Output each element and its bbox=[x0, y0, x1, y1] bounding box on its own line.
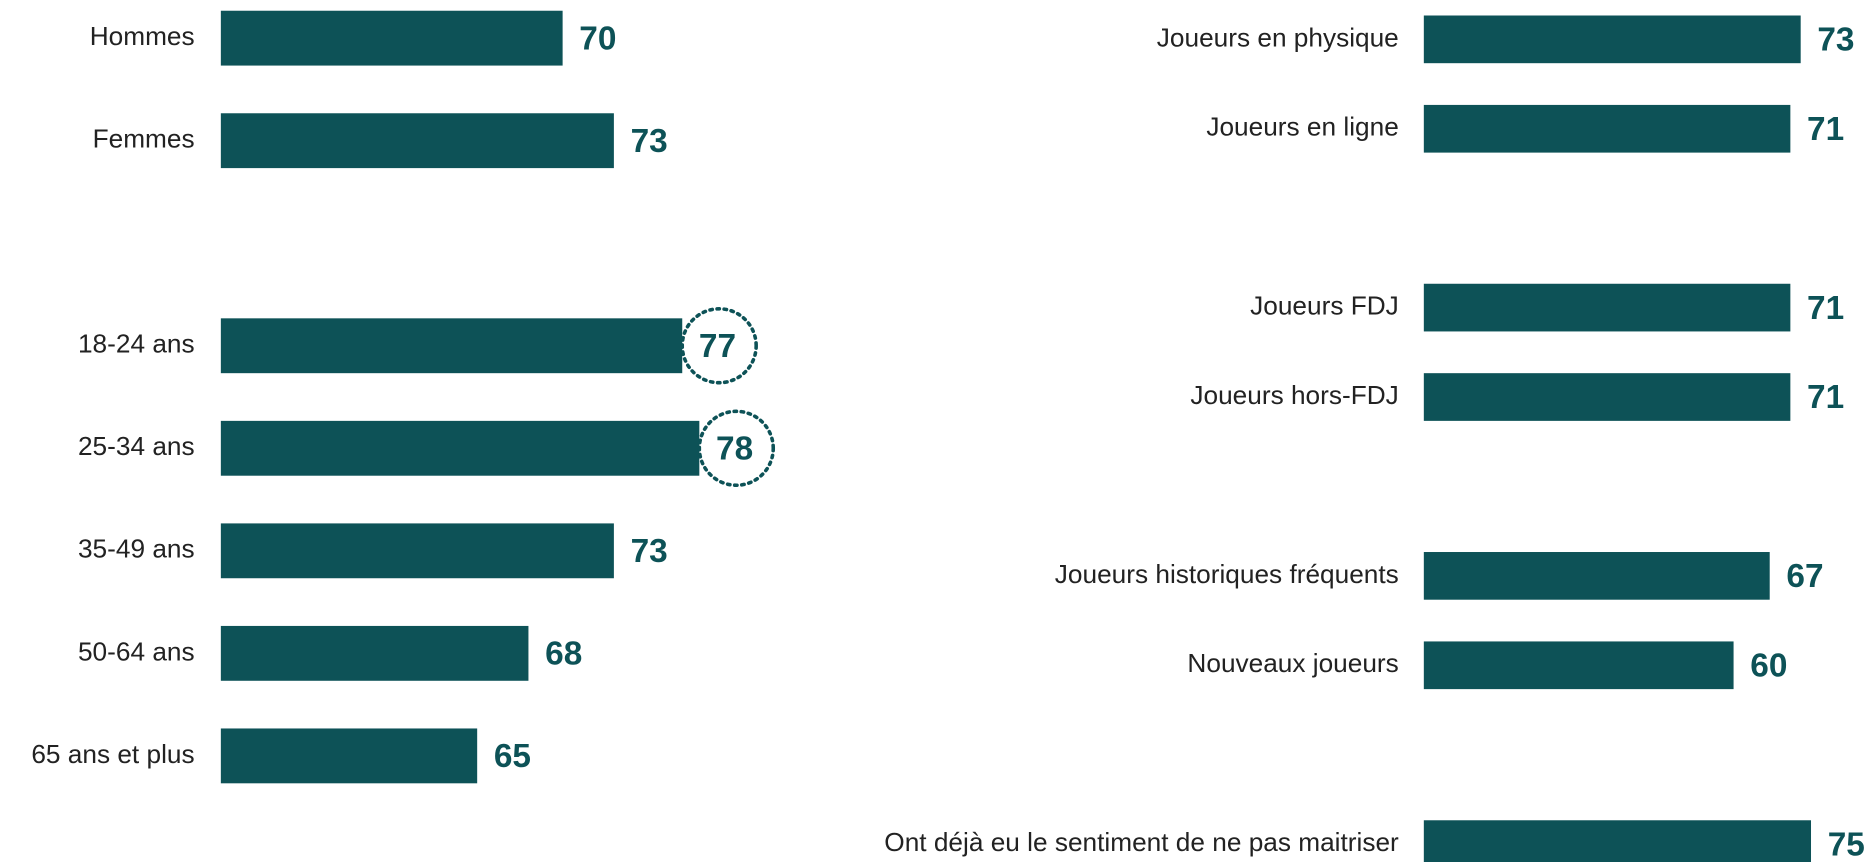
bar bbox=[1423, 283, 1791, 332]
category-label: Nouveaux joueurs bbox=[1187, 648, 1398, 678]
category-label: 18-24 ans bbox=[78, 329, 195, 359]
bar bbox=[220, 728, 478, 784]
bar bbox=[220, 10, 563, 66]
bar bbox=[1423, 15, 1801, 64]
category-label: 35-49 ans bbox=[78, 534, 195, 564]
category-label: 65 ans et plus bbox=[31, 739, 194, 769]
highlight-circle bbox=[680, 307, 758, 385]
category-label: Ont déjà eu le sentiment de ne pas maitr… bbox=[884, 827, 1399, 857]
bar bbox=[1423, 641, 1734, 690]
category-label: Joueurs hors-FDJ bbox=[1190, 380, 1398, 410]
bar bbox=[1423, 373, 1791, 421]
highlight-circle bbox=[697, 409, 776, 488]
value-label: 70 bbox=[579, 20, 616, 57]
value-label: 73 bbox=[631, 123, 668, 160]
bar bbox=[220, 318, 683, 374]
value-label: 60 bbox=[1750, 647, 1787, 684]
category-label: Joueurs FDJ bbox=[1250, 291, 1399, 321]
category-label: Hommes bbox=[90, 21, 195, 51]
value-label: 67 bbox=[1786, 558, 1823, 595]
category-label: Joueurs en physique bbox=[1157, 22, 1399, 52]
value-label: 73 bbox=[631, 533, 668, 570]
value-label: 78 bbox=[716, 430, 753, 467]
value-label: 77 bbox=[699, 328, 736, 365]
bar bbox=[1423, 104, 1791, 153]
category-label: Femmes bbox=[93, 124, 195, 154]
category-label: 50-64 ans bbox=[78, 636, 195, 666]
bar bbox=[1423, 552, 1770, 600]
value-label: 71 bbox=[1807, 111, 1844, 148]
value-label: 73 bbox=[1817, 22, 1854, 59]
bar bbox=[220, 113, 614, 169]
value-label: 71 bbox=[1807, 379, 1844, 416]
category-label: Joueurs historiques fréquents bbox=[1055, 559, 1399, 589]
category-label: 25-34 ans bbox=[78, 431, 195, 461]
bar bbox=[220, 523, 614, 579]
bar bbox=[220, 625, 529, 681]
value-label: 75 bbox=[1828, 826, 1865, 862]
bar bbox=[220, 420, 700, 476]
value-label: 71 bbox=[1807, 290, 1844, 327]
category-label: Joueurs en ligne bbox=[1206, 112, 1398, 142]
value-label: 65 bbox=[494, 738, 531, 775]
bar bbox=[1423, 820, 1812, 862]
value-label: 68 bbox=[545, 636, 582, 673]
